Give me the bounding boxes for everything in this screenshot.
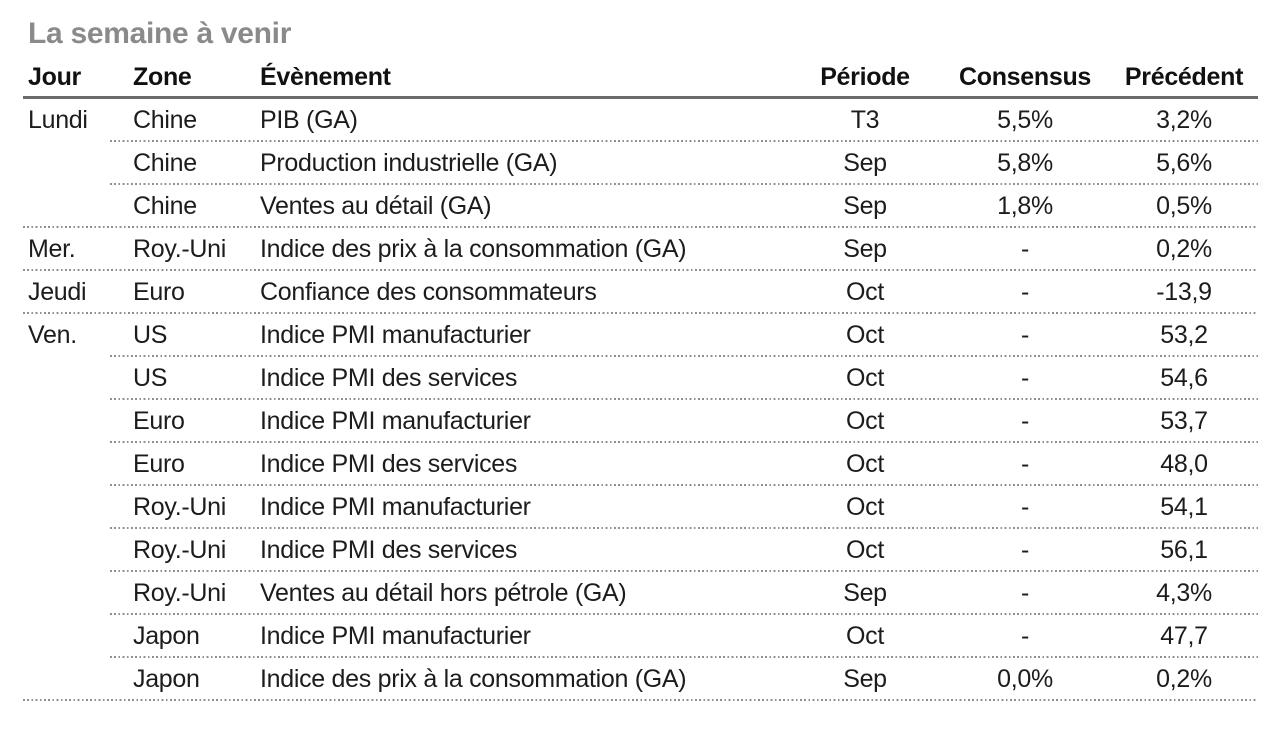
table-row: Roy.-Uni Indice PMI des services Oct - 5…: [23, 529, 1258, 572]
cell-previous: 0,2%: [1156, 235, 1212, 263]
cell-zone: Roy.-Uni: [133, 579, 226, 607]
cell-day: Mer.: [28, 235, 76, 263]
column-header-jour: Jour: [28, 63, 81, 91]
cell-day: Jeudi: [28, 278, 87, 306]
cell-consensus: 5,8%: [997, 149, 1053, 177]
cell-zone: Roy.-Uni: [133, 235, 226, 263]
table-body: Lundi Chine PIB (GA) T3 5,5% 3,2% Chine …: [23, 99, 1258, 701]
cell-consensus: -: [1020, 450, 1030, 478]
cell-period: Oct: [846, 493, 884, 521]
cell-event: PIB (GA): [260, 106, 358, 134]
cell-event: Indice PMI des services: [260, 364, 518, 392]
cell-zone: US: [133, 364, 168, 392]
cell-period: Oct: [846, 278, 884, 306]
cell-consensus: -: [1020, 536, 1030, 564]
cell-zone: Japon: [133, 665, 200, 693]
table-header-row: Jour Zone Évènement Période Consensus Pr…: [23, 61, 1258, 99]
cell-period: Oct: [846, 536, 884, 564]
cell-event: Indice PMI manufacturier: [260, 407, 531, 435]
cell-consensus: 0,0%: [997, 665, 1053, 693]
cell-previous: 5,6%: [1156, 149, 1212, 177]
cell-consensus: -: [1020, 235, 1030, 263]
cell-consensus: -: [1020, 579, 1030, 607]
cell-zone: Roy.-Uni: [133, 536, 226, 564]
cell-previous: 47,7: [1160, 622, 1208, 650]
cell-consensus: -: [1020, 321, 1030, 349]
table-row: Ven. US Indice PMI manufacturier Oct - 5…: [23, 314, 1258, 357]
cell-event: Indice PMI manufacturier: [260, 622, 531, 650]
table-row: Roy.-Uni Indice PMI manufacturier Oct - …: [23, 486, 1258, 529]
cell-period: Sep: [843, 579, 887, 607]
cell-zone: Euro: [133, 278, 185, 306]
cell-consensus: 1,8%: [997, 192, 1053, 220]
table-row: Chine Production industrielle (GA) Sep 5…: [23, 142, 1258, 185]
cell-period: Oct: [846, 450, 884, 478]
cell-previous: 54,6: [1160, 364, 1208, 392]
cell-zone: Euro: [133, 450, 185, 478]
cell-zone: Chine: [133, 192, 197, 220]
table-row: US Indice PMI des services Oct - 54,6: [23, 357, 1258, 400]
page-title: La semaine à venir: [28, 17, 292, 50]
cell-day: Lundi: [28, 106, 88, 134]
column-header-periode: Période: [820, 63, 910, 91]
cell-previous: 48,0: [1160, 450, 1208, 478]
cell-zone: Roy.-Uni: [133, 493, 226, 521]
cell-day: Ven.: [28, 321, 77, 349]
cell-previous: -13,9: [1156, 278, 1212, 306]
cell-previous: 53,7: [1160, 407, 1208, 435]
cell-consensus: -: [1020, 493, 1030, 521]
cell-period: Sep: [843, 235, 887, 263]
cell-consensus: -: [1020, 407, 1030, 435]
column-header-zone: Zone: [133, 63, 192, 91]
cell-previous: 56,1: [1160, 536, 1208, 564]
cell-previous: 0,2%: [1156, 665, 1212, 693]
cell-consensus: 5,5%: [997, 106, 1053, 134]
cell-previous: 4,3%: [1156, 579, 1212, 607]
cell-event: Indice des prix à la consommation (GA): [260, 665, 687, 693]
cell-period: Oct: [846, 622, 884, 650]
cell-consensus: -: [1020, 278, 1030, 306]
cell-period: Oct: [846, 321, 884, 349]
table-row: Chine Ventes au détail (GA) Sep 1,8% 0,5…: [23, 185, 1258, 228]
cell-event: Indice PMI manufacturier: [260, 493, 531, 521]
cell-zone: Chine: [133, 149, 197, 177]
cell-period: Sep: [843, 192, 887, 220]
cell-period: Oct: [846, 407, 884, 435]
table-row: Roy.-Uni Ventes au détail hors pétrole (…: [23, 572, 1258, 615]
cell-period: Oct: [846, 364, 884, 392]
column-header-precedent: Précédent: [1124, 63, 1244, 91]
table-row: Jeudi Euro Confiance des consommateurs O…: [23, 271, 1258, 314]
cell-period: Sep: [843, 665, 887, 693]
table-row: Euro Indice PMI des services Oct - 48,0: [23, 443, 1258, 486]
cell-event: Ventes au détail (GA): [260, 192, 492, 220]
cell-previous: 53,2: [1160, 321, 1208, 349]
cell-zone: Japon: [133, 622, 200, 650]
events-table: Jour Zone Évènement Période Consensus Pr…: [23, 61, 1258, 701]
cell-event: Indice PMI des services: [260, 536, 518, 564]
cell-zone: Chine: [133, 106, 197, 134]
table-row: Lundi Chine PIB (GA) T3 5,5% 3,2%: [23, 99, 1258, 142]
cell-previous: 0,5%: [1156, 192, 1212, 220]
column-header-evenement: Évènement: [260, 63, 391, 91]
cell-previous: 3,2%: [1156, 106, 1212, 134]
cell-zone: US: [133, 321, 168, 349]
cell-period: Sep: [843, 149, 887, 177]
cell-consensus: -: [1020, 622, 1030, 650]
table-row: Japon Indice des prix à la consommation …: [23, 658, 1258, 701]
table-row: Euro Indice PMI manufacturier Oct - 53,7: [23, 400, 1258, 443]
cell-event: Confiance des consommateurs: [260, 278, 597, 306]
table-row: Mer. Roy.-Uni Indice des prix à la conso…: [23, 228, 1258, 271]
cell-period: T3: [850, 106, 880, 134]
column-header-consensus: Consensus: [958, 63, 1092, 91]
cell-event: Ventes au détail hors pétrole (GA): [260, 579, 627, 607]
cell-zone: Euro: [133, 407, 185, 435]
cell-event: Production industrielle (GA): [260, 149, 558, 177]
cell-consensus: -: [1020, 364, 1030, 392]
cell-event: Indice PMI manufacturier: [260, 321, 531, 349]
cell-previous: 54,1: [1160, 493, 1208, 521]
cell-event: Indice PMI des services: [260, 450, 518, 478]
cell-event: Indice des prix à la consommation (GA): [260, 235, 687, 263]
table-row: Japon Indice PMI manufacturier Oct - 47,…: [23, 615, 1258, 658]
